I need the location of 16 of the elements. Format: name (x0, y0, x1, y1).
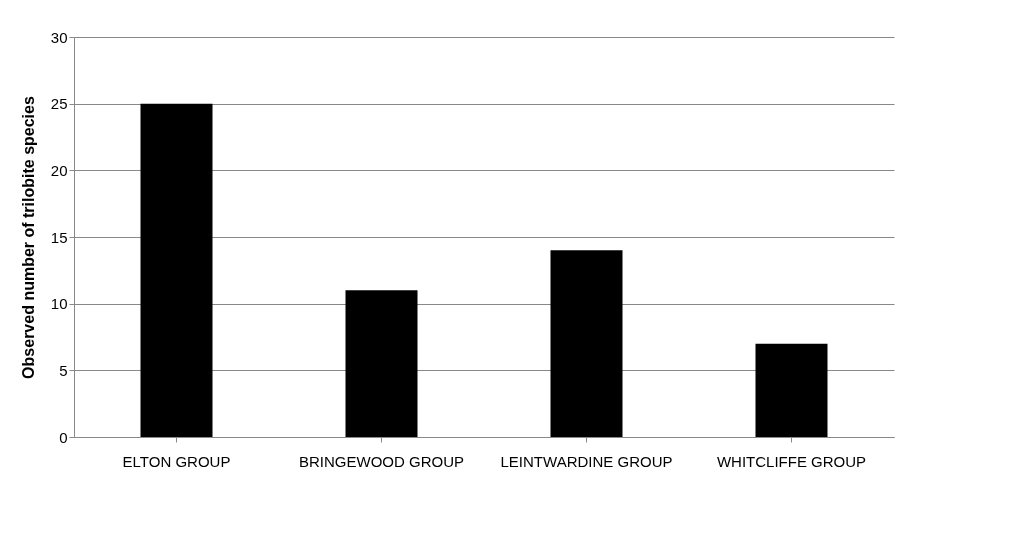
bar (550, 250, 623, 437)
x-tick-label: WHITCLIFFE GROUP (716, 452, 867, 470)
x-tick-label: BRINGEWOOD GROUP (298, 452, 465, 470)
y-tick-label: 20 (50, 161, 68, 179)
y-tick-label: 0 (59, 428, 68, 446)
y-tick-label: 15 (50, 228, 68, 246)
y-tick-label: 10 (50, 295, 68, 313)
bar (345, 290, 418, 437)
bar (755, 343, 828, 437)
y-tick-label: 25 (50, 95, 68, 113)
bar (140, 103, 213, 437)
x-tick-label: ELTON GROUP (122, 452, 231, 470)
y-tick-label: 30 (50, 28, 68, 46)
y-axis-title: Observed number of trilobite species (19, 96, 37, 379)
x-tick-label: LEINTWARDINE GROUP (500, 452, 673, 470)
y-tick-label: 5 (59, 361, 68, 379)
